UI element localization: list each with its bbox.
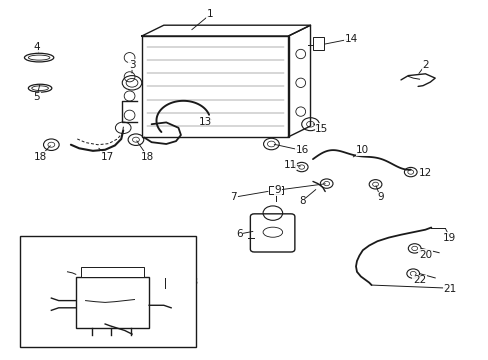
Text: 25: 25 xyxy=(36,282,50,292)
Text: 17: 17 xyxy=(101,152,114,162)
Text: 9: 9 xyxy=(376,192,383,202)
Text: 13: 13 xyxy=(198,117,212,127)
Text: 3: 3 xyxy=(128,60,135,70)
Text: 8: 8 xyxy=(298,196,305,206)
Text: 24: 24 xyxy=(170,250,183,260)
Text: 7: 7 xyxy=(230,192,237,202)
Bar xyxy=(81,267,144,277)
Bar xyxy=(20,236,195,347)
Text: 15: 15 xyxy=(314,124,328,134)
Bar xyxy=(142,36,288,137)
Text: 19: 19 xyxy=(442,233,456,243)
Text: 4: 4 xyxy=(33,42,40,52)
Text: 11: 11 xyxy=(283,159,296,170)
FancyBboxPatch shape xyxy=(250,214,294,252)
Text: 18: 18 xyxy=(141,152,154,162)
Text: 2: 2 xyxy=(421,60,428,70)
Text: 1: 1 xyxy=(206,9,213,19)
Text: 20: 20 xyxy=(418,250,431,260)
Bar xyxy=(76,277,149,328)
Text: 18: 18 xyxy=(33,152,47,162)
Polygon shape xyxy=(288,25,310,137)
Polygon shape xyxy=(142,25,310,36)
Text: 21: 21 xyxy=(442,284,456,294)
Bar xyxy=(269,186,283,194)
Text: 14: 14 xyxy=(344,34,357,44)
Text: 5: 5 xyxy=(33,92,40,102)
Text: 22: 22 xyxy=(412,275,426,285)
Text: 10: 10 xyxy=(356,145,368,156)
Text: 27: 27 xyxy=(134,280,147,290)
Text: 23: 23 xyxy=(184,276,198,287)
Text: 16: 16 xyxy=(295,145,308,156)
Text: 6: 6 xyxy=(236,229,243,239)
Text: 26: 26 xyxy=(96,246,109,256)
Text: 9: 9 xyxy=(274,185,281,195)
Text: 12: 12 xyxy=(418,168,431,178)
Bar xyxy=(312,37,323,50)
